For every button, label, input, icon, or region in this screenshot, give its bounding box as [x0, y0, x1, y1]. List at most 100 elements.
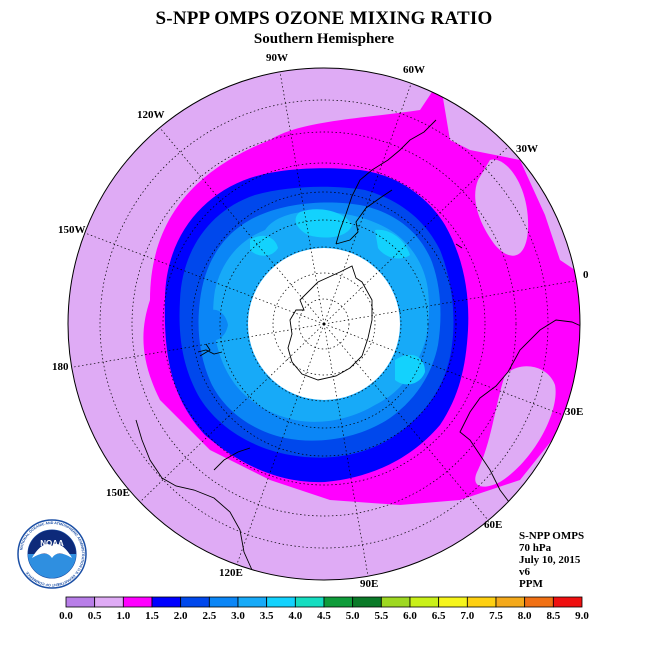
colorbar-tick-label: 1.5 [145, 610, 159, 622]
meridian-90e [323, 323, 369, 577]
colorbar-tick-label: 2.5 [202, 610, 216, 622]
label-90w: 90W [266, 52, 288, 64]
meridian-180 [68, 323, 325, 369]
info-pressure-level: 70 hPa [519, 542, 552, 554]
parallel-40s [191, 191, 457, 457]
info-block: S-NPP OMPS 70 hPa July 10, 2015 v6 PPM [519, 530, 584, 590]
label-0: 0 [583, 269, 589, 281]
colorbar-tick-label: 3.0 [231, 610, 245, 622]
label-60e: 60E [484, 519, 502, 531]
meridian-0 [323, 279, 580, 325]
colorbar-tick-label: 4.0 [288, 610, 302, 622]
noaa-logo-sea [28, 554, 76, 578]
africa-coastline [459, 319, 580, 507]
meridian-60e [323, 323, 489, 521]
colorbar-segment [466, 596, 497, 608]
colorbar-tick-label: 1.0 [116, 610, 130, 622]
graticule-parallels [99, 99, 549, 549]
colorbar-tick-label: 2.0 [174, 610, 188, 622]
info-instrument: S-NPP OMPS [519, 530, 585, 542]
colorbar-segment [180, 596, 210, 608]
australia-coastline [135, 419, 253, 571]
parallel-50s [219, 219, 429, 429]
colorbar-tick-label: 0.5 [88, 610, 102, 622]
colorbar-segment [380, 596, 411, 608]
meridian-30w [323, 145, 510, 325]
south-pole-dot [322, 322, 326, 326]
parallel-80s [298, 298, 350, 350]
band-3.5-4.0 [295, 209, 352, 238]
meridian-150w [84, 232, 325, 325]
south-georgia-island [455, 243, 463, 249]
parallel-60s [246, 246, 402, 402]
meridian-120w [159, 127, 325, 325]
map-title: S-NPP OMPS OZONE MIXING RATIO [155, 8, 493, 29]
colorbar-tick-label: 8.0 [518, 610, 532, 622]
colorbar-segment [122, 596, 153, 608]
south-america-coastline [335, 119, 437, 245]
longitude-labels: 90W 60W 30W 0 30E 60E 90E 120E 150E 180 … [52, 52, 589, 590]
meridian-150e [139, 323, 325, 503]
colorbar-tick-label: 7.5 [489, 610, 503, 622]
colorbar-segment [552, 596, 583, 608]
colorbar-tick-label: 5.0 [346, 610, 360, 622]
band-2.5-3.0 [205, 309, 228, 341]
parallel-70s [272, 272, 376, 376]
colorbar-tick-label: 0.0 [59, 610, 73, 622]
label-90e: 90E [360, 578, 378, 590]
label-180: 180 [52, 361, 69, 373]
colorbar-segment [524, 596, 554, 608]
colorbar-tick-label: 3.5 [260, 610, 274, 622]
map-boundary [67, 67, 581, 581]
label-30w: 30W [516, 143, 538, 155]
colorbar-segment [352, 596, 382, 608]
colorbar-tick-label: 9.0 [575, 610, 589, 622]
band-0.5-1.0 [475, 366, 556, 487]
colorbar-tick-label: 5.5 [374, 610, 388, 622]
colorbar-tick-label: 6.0 [403, 610, 417, 622]
colorbar-tick-label: 4.5 [317, 610, 331, 622]
noaa-logo: NOAA NATIONAL OCEANIC AND ATMOSPHERIC AD… [17, 519, 87, 589]
label-150w: 150W [58, 224, 86, 236]
label-120w: 120W [137, 109, 165, 121]
colorbar-segment [294, 596, 325, 608]
colorbar-segment [237, 596, 268, 608]
info-units: PPM [519, 578, 543, 590]
colorbar-segment [65, 596, 96, 608]
info-date: July 10, 2015 [519, 554, 581, 566]
band-3.5-4.0 [375, 229, 410, 259]
graticule-meridians [68, 71, 580, 577]
noaa-logo-wordmark: NOAA [40, 539, 64, 548]
colorbar-segment [409, 596, 440, 608]
parallel-30s [162, 162, 486, 486]
colorbar-tick-label: 8.5 [546, 610, 560, 622]
meridian-30e [323, 323, 564, 416]
label-60w: 60W [403, 64, 425, 76]
label-30e: 30E [565, 406, 583, 418]
colorbar-tick-label: 7.0 [460, 610, 474, 622]
colorbar-segment [323, 596, 354, 608]
parallel-10s [99, 99, 549, 549]
info-version: v6 [519, 566, 530, 578]
map-subtitle: Southern Hemisphere [253, 31, 395, 47]
colorbar-tick-label: 6.5 [432, 610, 446, 622]
colorbar-segment [266, 596, 296, 608]
colorbar-segment [495, 596, 526, 608]
meridian-90w [279, 71, 325, 325]
colorbar: 0.0 0.5 1.0 1.5 2.0 2.5 3.0 3.5 4.0 4.5 5.0 5.5 6.0 6… [59, 596, 589, 622]
label-120e: 120E [219, 567, 243, 579]
band-3.5-4.0 [250, 235, 278, 256]
label-150e: 150E [106, 487, 130, 499]
colorbar-segment [151, 596, 182, 608]
colorbar-segment [94, 596, 124, 608]
colorbar-segment [438, 596, 468, 608]
noaa-logo-bird [32, 544, 72, 558]
band-3.5-4.0 [395, 354, 425, 385]
meridian-60w [323, 83, 412, 325]
ozone-field [68, 68, 580, 580]
colorbar-segment [208, 596, 239, 608]
new-zealand-coastline [197, 343, 223, 357]
band-0.5-1.0 [475, 159, 529, 256]
meridian-120e [236, 323, 325, 565]
